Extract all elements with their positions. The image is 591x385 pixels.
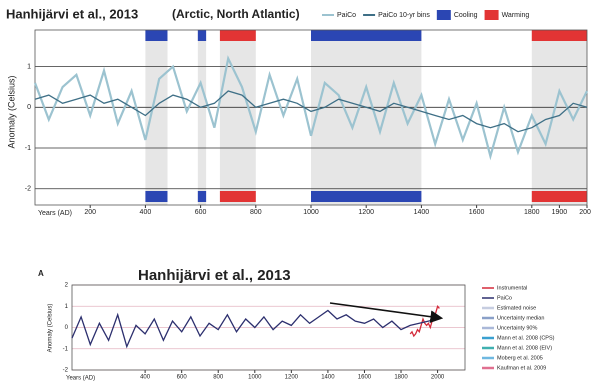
- legend-label: Estimated noise: [497, 305, 536, 311]
- x-axis-label: Years (AD): [66, 376, 95, 382]
- y-tick-label: 1: [65, 304, 69, 310]
- period-bar-top: [531, 30, 587, 41]
- period-bar-bottom: [219, 191, 256, 202]
- bottom-chart: A Hanhijärvi et al., 2013 Anomaly (Celsi…: [38, 267, 555, 382]
- y-axis-label: Anomaly (Celsius): [48, 304, 54, 353]
- y-tick-label: -2: [25, 186, 31, 193]
- series-line: [33, 55, 588, 161]
- x-tick-label: 600: [195, 209, 207, 216]
- period-shade: [197, 30, 207, 205]
- period-shade: [145, 30, 168, 205]
- legend-label: PaiCo: [337, 12, 356, 19]
- y-tick-label: -1: [25, 145, 31, 152]
- period-shade: [311, 30, 422, 205]
- legend-label: Moberg et al. 2005: [497, 355, 543, 361]
- legend-label: Cooling: [454, 12, 478, 19]
- x-tick-label: 400: [140, 209, 152, 216]
- legend-label: Mann et al. 2008 (CPS): [497, 335, 555, 341]
- x-tick-label: 1200: [358, 209, 374, 216]
- period-bar-bottom: [531, 191, 587, 202]
- x-tick-label: 2000: [579, 209, 591, 216]
- legend-label: PaiCo 10-yr bins: [378, 12, 430, 19]
- legend-label: Uncertainty 90%: [497, 325, 537, 331]
- chart-title: Hanhijärvi et al., 2013: [6, 6, 138, 21]
- period-bar-top: [219, 30, 256, 41]
- x-tick-label: 1800: [394, 375, 408, 381]
- period-bar-top: [311, 30, 422, 41]
- legend-label: Instrumental: [497, 285, 527, 291]
- y-axis-label: Anomaly (Celsius): [6, 75, 16, 148]
- period-shade: [531, 30, 587, 205]
- series-line: [409, 304, 440, 338]
- x-tick-label: 1400: [414, 209, 430, 216]
- x-tick-label: 800: [213, 375, 224, 381]
- x-tick-label: 1600: [469, 209, 485, 216]
- y-tick-label: 0: [27, 104, 31, 111]
- panel-label: A: [38, 269, 44, 278]
- legend-label: Mann et al. 2008 (EIV): [497, 345, 552, 351]
- period-shade: [219, 30, 256, 205]
- legend-label: PaiCo: [497, 295, 512, 301]
- chart-title: Hanhijärvi et al., 2013: [138, 267, 291, 284]
- x-tick-label: 1400: [321, 375, 335, 381]
- period-bar-bottom: [145, 191, 168, 202]
- y-tick-label: 2: [65, 283, 69, 289]
- y-tick-label: 1: [27, 63, 31, 70]
- x-tick-label: 2000: [431, 375, 445, 381]
- period-bar-top: [145, 30, 168, 41]
- x-tick-label: 800: [250, 209, 262, 216]
- x-tick-label: 1200: [285, 375, 299, 381]
- y-tick-label: 0: [65, 325, 69, 331]
- top-chart: Hanhijärvi et al., 2013 (Arctic, North A…: [6, 6, 591, 216]
- legend-label: Warming: [502, 12, 530, 19]
- period-bar-bottom: [197, 191, 207, 202]
- chart-subtitle: (Arctic, North Atlantic): [172, 7, 300, 21]
- legend-swatch: [436, 10, 451, 20]
- x-tick-label: 1600: [358, 375, 372, 381]
- x-tick-label: 400: [140, 375, 151, 381]
- x-tick-label: 1000: [303, 209, 319, 216]
- plot-frame: [71, 284, 466, 371]
- y-tick-label: -1: [63, 346, 69, 352]
- x-tick-label: 600: [177, 375, 188, 381]
- x-tick-label: 1000: [248, 375, 262, 381]
- y-tick-label: -2: [63, 368, 69, 374]
- x-axis-label: Years (AD): [38, 210, 72, 217]
- x-tick-label: 200: [84, 209, 96, 216]
- legend-swatch: [484, 10, 499, 20]
- series-line: [71, 309, 438, 349]
- series-line: [34, 90, 588, 133]
- x-tick-label: 1900: [552, 209, 568, 216]
- period-bar-top: [197, 30, 207, 41]
- period-bar-bottom: [311, 191, 422, 202]
- plot-frame: [34, 29, 588, 206]
- trend-arrow: [329, 302, 444, 324]
- legend-label: Uncertainty median: [497, 315, 544, 321]
- x-tick-label: 1800: [524, 209, 540, 216]
- legend-label: Kaufman et al. 2009: [497, 365, 546, 371]
